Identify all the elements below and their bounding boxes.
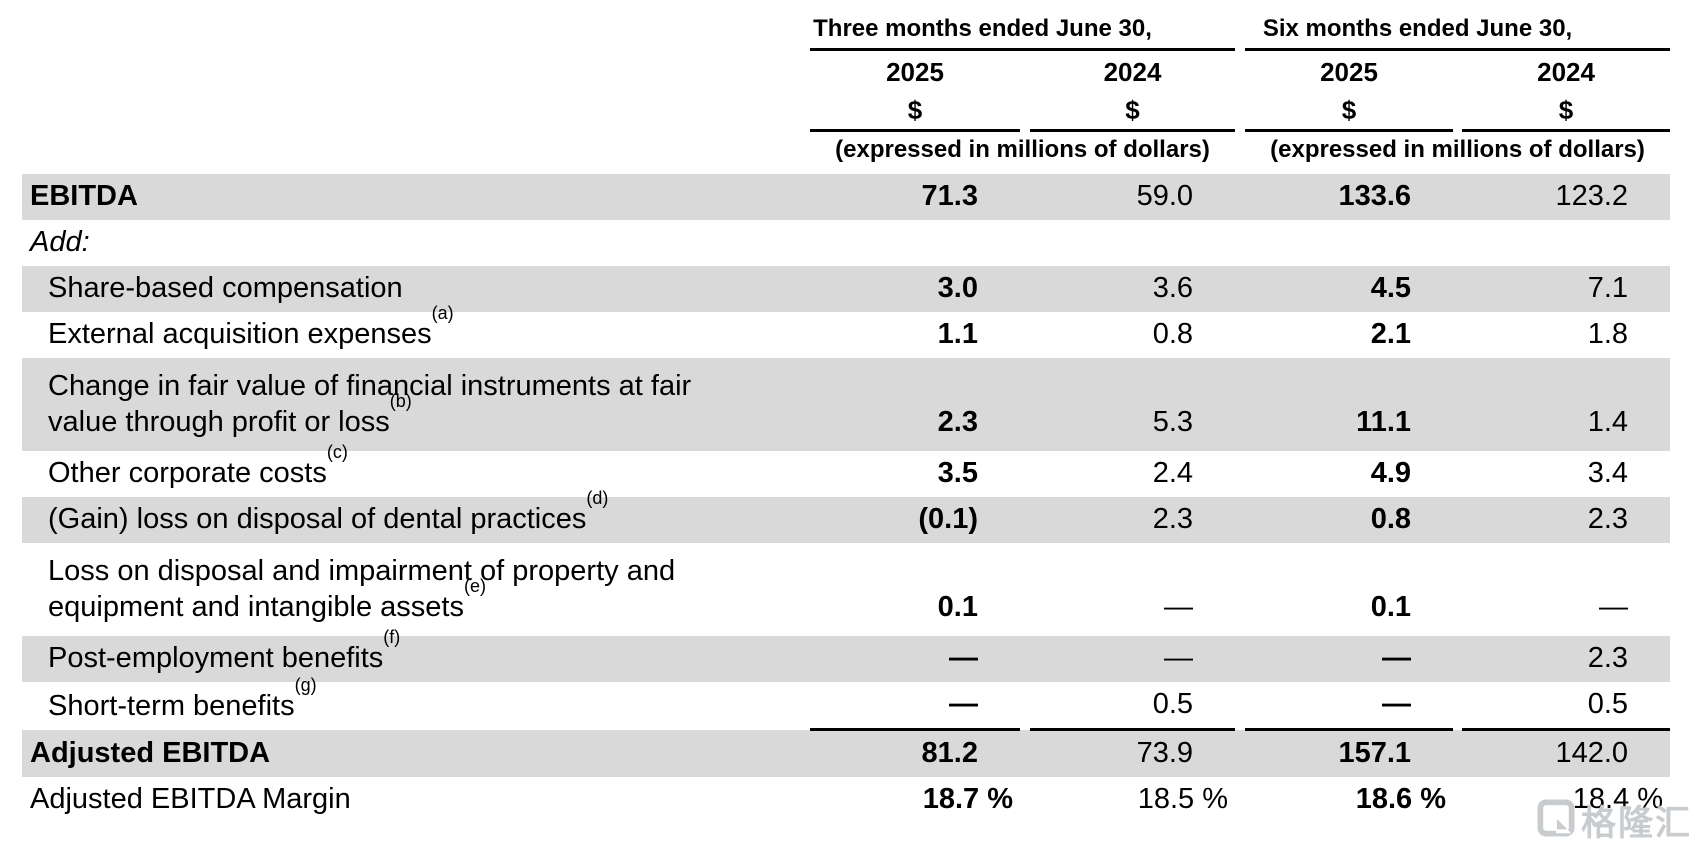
year-header-3m-2024: 2024	[1103, 57, 1162, 87]
year-header-3m-2025: 2025	[886, 57, 944, 87]
value-cell: 142.0	[1462, 729, 1671, 777]
value-cell: 0.8	[1245, 497, 1454, 543]
value-cell: (0.1)	[810, 497, 1020, 543]
table-row-adjusted-ebitda: Adjusted EBITDA 81.2 73.9 157.1 142.0	[22, 729, 1671, 777]
row-label: Share-based compensation	[22, 266, 810, 312]
value-cell: 1.4	[1462, 358, 1671, 451]
value-cell: 3.6	[1030, 266, 1236, 312]
table-row-gain-loss-disposal-dental-practices: (Gain) loss on disposal of dental practi…	[22, 489, 1671, 543]
row-label: External acquisition expenses(a)	[48, 303, 454, 350]
value-cell: 123.2	[1462, 174, 1671, 220]
table-row-post-employment-benefits: Post-employment benefits(f) — — — 2.3	[22, 628, 1671, 682]
value-cell: 5.3	[1030, 358, 1236, 451]
value-cell: 1.8	[1587, 318, 1629, 350]
value-cell: 3.0	[810, 266, 1020, 312]
value-cell: 2.4	[1152, 457, 1194, 489]
value-cell: —	[810, 636, 1020, 682]
period-group-header-row: Three months ended June 30, Six months e…	[22, 6, 1671, 51]
value-cell: —	[1030, 636, 1236, 682]
value-cell: 3.4	[1587, 457, 1629, 489]
row-label: Add:	[30, 226, 90, 258]
table-row-adjusted-ebitda-margin: Adjusted EBITDA Margin 18.7 % 18.5 % 18.…	[22, 777, 1670, 823]
value-cell: 157.1	[1245, 729, 1454, 777]
currency-symbol: $	[810, 95, 1020, 132]
footnote-ref: (c)	[326, 442, 348, 463]
table-row-change-in-fair-value: Change in fair value of financial instru…	[22, 358, 1671, 451]
footnote-ref: (g)	[294, 674, 317, 695]
value-cell: 18.7 %	[922, 783, 1013, 815]
currency-symbol: $	[1030, 95, 1236, 132]
unit-note-row: (expressed in millions of dollars) (expr…	[22, 131, 1670, 175]
unit-note-three-months: (expressed in millions of dollars)	[835, 136, 1210, 163]
value-cell: 3.5	[937, 457, 978, 489]
value-cell: 1.1	[937, 318, 978, 350]
year-header-6m-2025: 2025	[1320, 57, 1378, 87]
table-row-external-acquisition-expenses: External acquisition expenses(a) 1.1 0.8…	[22, 303, 1670, 358]
value-cell: 2.3	[1030, 497, 1236, 543]
value-cell: —	[1245, 636, 1454, 682]
value-cell: —	[1164, 591, 1194, 623]
value-cell: —	[1245, 682, 1454, 731]
value-cell: 4.5	[1245, 266, 1454, 312]
report-page: { "header": { "groups": [ { "title": "Th…	[0, 6, 1696, 854]
row-label: Adjusted EBITDA Margin	[30, 783, 351, 815]
footnote-ref: (f)	[383, 627, 401, 648]
footnote-ref: (d)	[586, 488, 609, 509]
col-group-six-months: Six months ended June 30,	[1245, 6, 1671, 51]
row-label: Change in fair value of financial instru…	[22, 358, 810, 451]
value-cell: —	[1599, 591, 1629, 623]
row-label: EBITDA	[22, 174, 810, 220]
year-header-6m-2024: 2024	[1537, 57, 1595, 87]
table-row-add-section: Add:	[22, 220, 1670, 266]
table-row-ebitda: EBITDA 71.3 59.0 133.6 123.2	[22, 174, 1671, 220]
value-cell: 0.8	[1152, 318, 1194, 350]
table-row-share-based-compensation: Share-based compensation 3.0 3.6 4.5 7.1	[22, 266, 1671, 312]
value-cell: 0.1	[937, 591, 978, 623]
currency-symbol: $	[1462, 95, 1671, 132]
row-label: Other corporate costs(c)	[48, 442, 348, 489]
adjusted-ebitda-reconciliation-table: Three months ended June 30, Six months e…	[22, 6, 1671, 823]
value-cell: 0.1	[1370, 591, 1412, 623]
value-cell: 0.5	[1462, 682, 1671, 731]
value-cell: 2.3	[1462, 636, 1671, 682]
value-cell: 2.3	[1462, 497, 1671, 543]
value-cell: 81.2	[810, 729, 1020, 777]
value-cell: 18.6 %	[1355, 783, 1447, 815]
unit-note-six-months: (expressed in millions of dollars)	[1270, 136, 1645, 163]
row-label: Loss on disposal and impairment of prope…	[48, 555, 676, 623]
value-cell: 11.1	[1245, 358, 1454, 451]
value-cell: 18.4 %	[1572, 783, 1664, 815]
currency-header-row: $ $ $ $	[22, 95, 1671, 132]
value-cell: 7.1	[1462, 266, 1671, 312]
col-group-three-months: Three months ended June 30,	[810, 6, 1236, 51]
row-label: Short-term benefits(g)	[48, 674, 317, 722]
value-cell: 18.5 %	[1137, 783, 1229, 815]
currency-symbol: $	[1245, 95, 1454, 132]
value-cell: —	[810, 682, 1020, 731]
value-cell: 59.0	[1030, 174, 1236, 220]
row-label: Adjusted EBITDA	[22, 729, 810, 777]
row-label: (Gain) loss on disposal of dental practi…	[22, 489, 810, 543]
table-row-loss-disposal-impairment: Loss on disposal and impairment of prope…	[22, 543, 1670, 636]
row-label: Post-employment benefits(f)	[22, 628, 810, 682]
value-cell: 4.9	[1370, 457, 1412, 489]
table-row-other-corporate-costs: Other corporate costs(c) 3.5 2.4 4.9 3.4	[22, 442, 1670, 497]
footnote-ref: (a)	[431, 303, 454, 324]
footnote-ref: (e)	[463, 576, 486, 597]
footnote-ref: (b)	[389, 391, 412, 412]
value-cell: 0.5	[1030, 682, 1236, 731]
year-header-row: 2025 2024 2025 2024	[22, 50, 1670, 96]
value-cell: 2.1	[1370, 318, 1412, 350]
value-cell: 73.9	[1030, 729, 1236, 777]
value-cell: 71.3	[810, 174, 1020, 220]
table-row-short-term-benefits: Short-term benefits(g) — 0.5 — 0.5	[22, 674, 1671, 731]
value-cell: 133.6	[1245, 174, 1454, 220]
value-cell: 2.3	[810, 358, 1020, 451]
